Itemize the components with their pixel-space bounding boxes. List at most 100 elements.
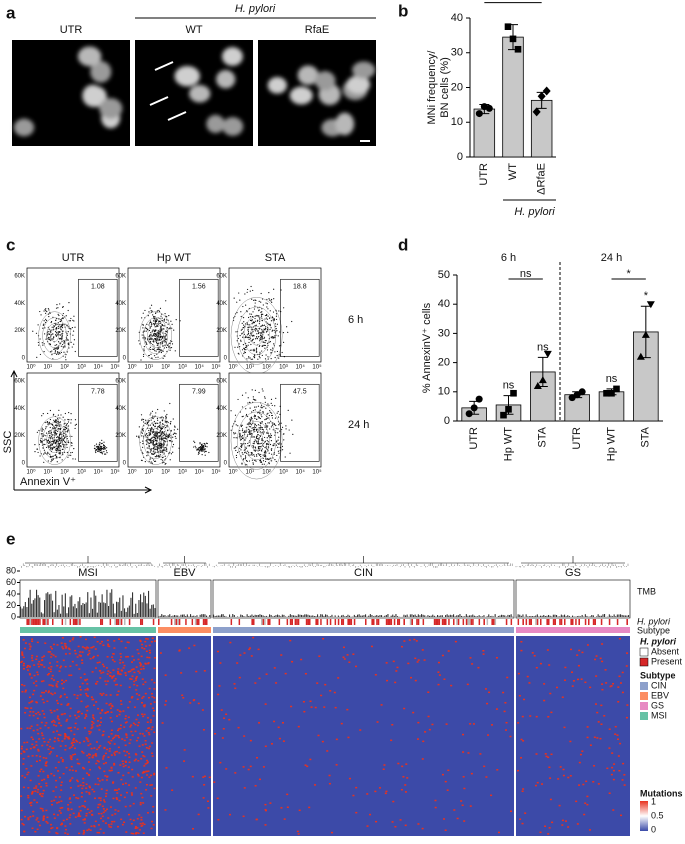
- tmb-bar: [180, 614, 182, 617]
- mutation: [99, 767, 102, 770]
- mutation: [444, 780, 447, 783]
- x-tick-label: 10⁵: [211, 364, 221, 371]
- mutation: [421, 649, 424, 651]
- hp-cell: [438, 619, 441, 625]
- mutation: [79, 784, 82, 787]
- mutation: [87, 740, 90, 742]
- event: [243, 431, 245, 433]
- hp-cell: [34, 619, 36, 625]
- event: [255, 440, 257, 442]
- event: [153, 316, 155, 318]
- mutation: [67, 809, 70, 811]
- event: [257, 307, 259, 309]
- mutation: [28, 673, 31, 675]
- column-label: Hp WT: [157, 252, 192, 264]
- hp-cell: [246, 619, 249, 625]
- hp-cell: [206, 619, 208, 625]
- event: [252, 338, 254, 340]
- mutation: [105, 702, 108, 705]
- mutation: [49, 738, 52, 741]
- event: [75, 423, 78, 425]
- mutation: [298, 809, 301, 812]
- mutation: [51, 747, 54, 749]
- mutation: [140, 702, 143, 704]
- hp-cell: [96, 619, 99, 625]
- event: [265, 314, 268, 316]
- mutation: [87, 695, 90, 697]
- mutation: [136, 698, 139, 701]
- event: [64, 436, 66, 439]
- event: [71, 326, 74, 329]
- mutation: [131, 661, 134, 663]
- mutation: [152, 707, 155, 709]
- mutation: [67, 804, 70, 806]
- event: [266, 458, 268, 460]
- event: [54, 442, 57, 444]
- event: [258, 437, 260, 439]
- mutation: [78, 832, 81, 835]
- heatmap: [20, 636, 156, 836]
- tmb-bar: [467, 615, 469, 617]
- mutation: [136, 684, 139, 687]
- mutation: [73, 693, 76, 696]
- event: [150, 310, 152, 312]
- event: [157, 344, 159, 346]
- mutation: [23, 751, 26, 753]
- mutation: [23, 776, 26, 779]
- event: [168, 346, 170, 348]
- event: [260, 337, 262, 339]
- mutation: [105, 792, 108, 795]
- tmb-box: [19, 579, 157, 619]
- event: [138, 340, 140, 342]
- mutation: [88, 774, 91, 777]
- panel-label: c: [6, 235, 15, 254]
- event: [277, 439, 279, 441]
- event: [255, 399, 257, 401]
- event: [244, 452, 246, 454]
- mutation: [28, 666, 31, 668]
- mutation: [31, 640, 34, 643]
- hp-cell: [36, 619, 38, 625]
- mutation: [117, 671, 120, 674]
- event: [165, 330, 168, 333]
- event: [247, 324, 249, 326]
- x-tick-label: Hp WT: [502, 427, 514, 462]
- event: [240, 340, 242, 342]
- x-tick-label: STA: [640, 426, 652, 447]
- point: [505, 406, 512, 413]
- event: [154, 319, 156, 321]
- mutation: [151, 755, 154, 757]
- point: [485, 104, 493, 112]
- tmb-bar: [72, 606, 74, 617]
- event: [261, 311, 263, 313]
- mutation: [74, 753, 77, 756]
- tmb-bar: [429, 615, 431, 617]
- mutation: [56, 827, 59, 829]
- event: [254, 450, 256, 452]
- mutation: [89, 657, 92, 660]
- event: [262, 411, 264, 413]
- mutation: [35, 655, 38, 658]
- nucleus: [335, 112, 355, 136]
- mutation: [57, 733, 60, 736]
- event: [252, 427, 254, 429]
- mutation: [81, 646, 84, 648]
- hp-cell: [336, 619, 338, 625]
- event: [168, 342, 170, 344]
- event: [201, 448, 203, 450]
- event: [261, 313, 263, 315]
- event: [163, 449, 165, 451]
- contour: [139, 311, 172, 360]
- event: [60, 326, 62, 328]
- event: [244, 443, 246, 445]
- nucleus: [267, 77, 287, 94]
- mutation: [116, 825, 119, 828]
- mutation: [43, 815, 46, 817]
- event: [277, 432, 279, 434]
- event: [265, 302, 267, 304]
- event: [46, 440, 48, 442]
- tmb-bar: [40, 612, 42, 617]
- mutation: [125, 734, 128, 736]
- tmb-bar: [437, 614, 439, 617]
- event: [152, 430, 154, 432]
